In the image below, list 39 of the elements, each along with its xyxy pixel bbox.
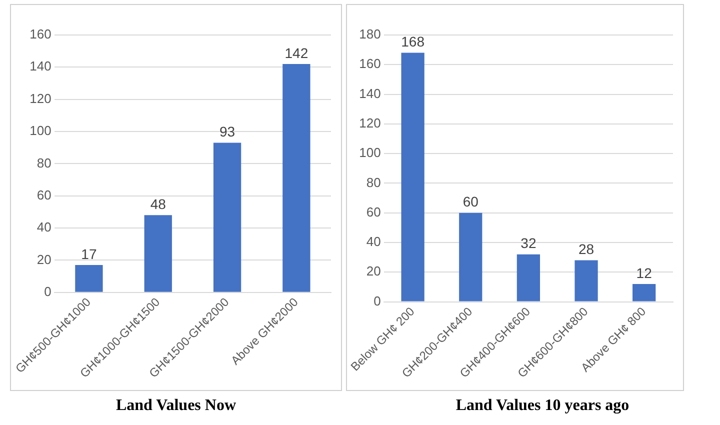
y-tick-label: 100 — [359, 145, 381, 160]
data-label: 48 — [150, 196, 166, 212]
data-label: 28 — [578, 241, 594, 258]
y-tick-label: 20 — [366, 264, 381, 279]
y-tick-label: 40 — [366, 234, 381, 250]
y-tick-label: 180 — [359, 26, 381, 42]
data-label: 32 — [520, 235, 536, 252]
text: Land Values 10 years ago — [454, 397, 630, 415]
y-tick-label: 60 — [366, 204, 381, 220]
bar — [75, 265, 103, 292]
y-tick-label: 120 — [359, 116, 381, 131]
y-tick-label: 40 — [36, 220, 52, 235]
y-tick-label: 100 — [30, 123, 52, 138]
y-tick-label: 0 — [374, 293, 381, 308]
bar — [144, 215, 172, 292]
y-tick-label: 120 — [30, 90, 52, 106]
bar — [516, 254, 540, 302]
y-tick-label: 160 — [359, 56, 381, 72]
y-tick-label: 60 — [36, 187, 52, 202]
data-label: 17 — [81, 246, 97, 262]
bar — [401, 52, 424, 302]
bar — [632, 284, 656, 302]
bar — [282, 64, 310, 292]
data-label: 93 — [219, 124, 236, 140]
y-tick-label: 0 — [44, 284, 52, 299]
text: Land Values Now — [114, 397, 238, 415]
y-tick-label: 140 — [359, 86, 381, 101]
y-tick-label: 80 — [366, 174, 381, 190]
data-label: 12 — [636, 264, 652, 281]
y-tick-label: 20 — [36, 252, 52, 267]
bar — [459, 212, 482, 302]
y-tick-label: 80 — [36, 155, 52, 170]
data-label: 60 — [462, 194, 479, 210]
y-tick-label: 160 — [30, 26, 52, 42]
bar — [213, 142, 242, 292]
bar — [574, 260, 598, 302]
y-tick-label: 140 — [30, 58, 52, 74]
data-label: 142 — [284, 44, 308, 61]
data-label: 168 — [401, 34, 425, 50]
